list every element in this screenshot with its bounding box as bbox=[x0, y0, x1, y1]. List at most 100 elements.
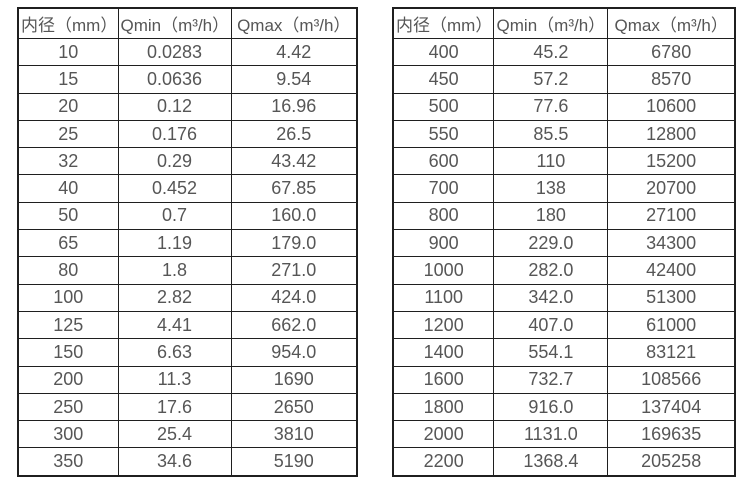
table-cell: 137404 bbox=[607, 392, 736, 422]
table-cell: 662.0 bbox=[230, 310, 358, 340]
table-cell: 4.42 bbox=[230, 37, 358, 67]
table-cell: 9.54 bbox=[230, 65, 358, 94]
table-row: 2200 1368.4 205258 bbox=[392, 447, 736, 477]
table-cell: 350 bbox=[17, 447, 119, 477]
table-row: 10 0.0283 4.42 bbox=[17, 37, 358, 67]
table-cell: 1600 bbox=[392, 365, 495, 394]
table-row: 450 57.2 8570 bbox=[392, 65, 736, 94]
table-cell: 1100 bbox=[392, 283, 495, 312]
table-cell: 342.0 bbox=[493, 283, 609, 312]
table-cell: 1000 bbox=[392, 256, 495, 285]
table-cell: 10600 bbox=[607, 92, 736, 121]
table-row: 300 25.4 3810 bbox=[17, 420, 358, 449]
table-cell: 77.6 bbox=[493, 92, 609, 121]
table-cell: 550 bbox=[392, 119, 495, 149]
table-cell: 27100 bbox=[607, 201, 736, 231]
table-cell: 300 bbox=[17, 420, 119, 449]
table-cell: 1800 bbox=[392, 392, 495, 422]
table-cell: 4.41 bbox=[117, 310, 232, 340]
table-row: 1200 407.0 61000 bbox=[392, 310, 736, 340]
table-cell: 954.0 bbox=[230, 338, 358, 367]
table-row: 1100 342.0 51300 bbox=[392, 283, 736, 312]
table-cell: 10 bbox=[17, 37, 119, 67]
table-cell: 0.7 bbox=[117, 201, 232, 231]
table-row: 50 0.7 160.0 bbox=[17, 201, 358, 231]
table-cell: 57.2 bbox=[493, 65, 609, 94]
table-cell: 50 bbox=[17, 201, 119, 231]
table-cell: 169635 bbox=[607, 420, 736, 449]
table-row: 1800 916.0 137404 bbox=[392, 392, 736, 422]
table-cell: 40 bbox=[17, 174, 119, 203]
table-cell: 0.0283 bbox=[117, 37, 232, 67]
table-cell: 15 bbox=[17, 65, 119, 94]
table-row: 1000 282.0 42400 bbox=[392, 256, 736, 285]
table-cell: 2650 bbox=[230, 392, 358, 422]
table-row: 150 6.63 954.0 bbox=[17, 338, 358, 367]
table-row: 350 34.6 5190 bbox=[17, 447, 358, 477]
table-row: 20 0.12 16.96 bbox=[17, 92, 358, 121]
table-cell: 6.63 bbox=[117, 338, 232, 367]
table-row: 400 45.2 6780 bbox=[392, 37, 736, 67]
table-row: 65 1.19 179.0 bbox=[17, 229, 358, 258]
header-row: 内径（mm） Qmin（m³/h） Qmax（m³/h） bbox=[17, 7, 358, 39]
table-row: 250 17.6 2650 bbox=[17, 392, 358, 422]
table-row: 1400 554.1 83121 bbox=[392, 338, 736, 367]
table-cell: 160.0 bbox=[230, 201, 358, 231]
header-cell: Qmin（m³/h） bbox=[493, 7, 609, 39]
table-cell: 25 bbox=[17, 119, 119, 149]
header-cell: Qmax（m³/h） bbox=[607, 7, 736, 39]
table-row: 32 0.29 43.42 bbox=[17, 147, 358, 176]
table-cell: 282.0 bbox=[493, 256, 609, 285]
header-cell: 内径（mm） bbox=[392, 7, 495, 39]
table-cell: 6780 bbox=[607, 37, 736, 67]
table-row: 80 1.8 271.0 bbox=[17, 256, 358, 285]
table-cell: 83121 bbox=[607, 338, 736, 367]
table-row: 15 0.0636 9.54 bbox=[17, 65, 358, 94]
table-cell: 0.176 bbox=[117, 119, 232, 149]
table-cell: 32 bbox=[17, 147, 119, 176]
table-cell: 12800 bbox=[607, 119, 736, 149]
table-row: 40 0.452 67.85 bbox=[17, 174, 358, 203]
table-cell: 180 bbox=[493, 201, 609, 231]
table-cell: 500 bbox=[392, 92, 495, 121]
flow-table-small-diameters: 内径（mm） Qmin（m³/h） Qmax（m³/h） 10 0.0283 4.42 1… bbox=[17, 7, 358, 477]
table-cell: 2200 bbox=[392, 447, 495, 477]
table-cell: 0.12 bbox=[117, 92, 232, 121]
table-cell: 25.4 bbox=[117, 420, 232, 449]
table-cell: 108566 bbox=[607, 365, 736, 394]
table-cell: 1400 bbox=[392, 338, 495, 367]
table-cell: 26.5 bbox=[230, 119, 358, 149]
table-cell: 51300 bbox=[607, 283, 736, 312]
table-cell: 400 bbox=[392, 37, 495, 67]
table-cell: 600 bbox=[392, 147, 495, 176]
table-cell: 5190 bbox=[230, 447, 358, 477]
table-cell: 34300 bbox=[607, 229, 736, 258]
table-cell: 3810 bbox=[230, 420, 358, 449]
table-cell: 11.3 bbox=[117, 365, 232, 394]
table-cell: 916.0 bbox=[493, 392, 609, 422]
table-cell: 17.6 bbox=[117, 392, 232, 422]
table-row: 800 180 27100 bbox=[392, 201, 736, 231]
table-cell: 67.85 bbox=[230, 174, 358, 203]
table-row: 500 77.6 10600 bbox=[392, 92, 736, 121]
table-cell: 424.0 bbox=[230, 283, 358, 312]
table-row: 2000 1131.0 169635 bbox=[392, 420, 736, 449]
table-row: 100 2.82 424.0 bbox=[17, 283, 358, 312]
table-row: 1600 732.7 108566 bbox=[392, 365, 736, 394]
table-cell: 1368.4 bbox=[493, 447, 609, 477]
table-cell: 15200 bbox=[607, 147, 736, 176]
table-cell: 0.0636 bbox=[117, 65, 232, 94]
table-cell: 80 bbox=[17, 256, 119, 285]
table-cell: 2.82 bbox=[117, 283, 232, 312]
table-cell: 205258 bbox=[607, 447, 736, 477]
table-cell: 179.0 bbox=[230, 229, 358, 258]
header-cell: 内径（mm） bbox=[17, 7, 119, 39]
flow-table-large-diameters: 内径（mm） Qmin（m³/h） Qmax（m³/h） 400 45.2 6780 45… bbox=[392, 7, 736, 477]
table-cell: 200 bbox=[17, 365, 119, 394]
table-cell: 85.5 bbox=[493, 119, 609, 149]
header-row: 内径（mm） Qmin（m³/h） Qmax（m³/h） bbox=[392, 7, 736, 39]
table-cell: 1.19 bbox=[117, 229, 232, 258]
table-cell: 2000 bbox=[392, 420, 495, 449]
table-cell: 34.6 bbox=[117, 447, 232, 477]
